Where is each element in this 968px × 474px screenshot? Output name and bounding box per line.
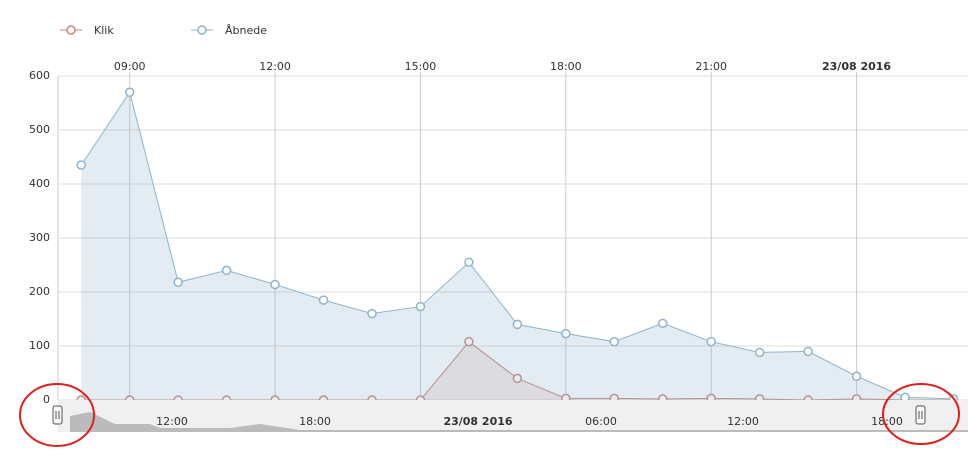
data-point bbox=[464, 336, 474, 347]
data-point bbox=[270, 279, 280, 290]
navigator-label: 06:00 bbox=[585, 415, 617, 428]
data-point bbox=[76, 160, 87, 170]
y-tick-label: 200 bbox=[29, 285, 50, 298]
navigator-handle[interactable] bbox=[915, 405, 926, 425]
x-tick-label: 15:00 bbox=[405, 60, 437, 73]
legend-marker bbox=[66, 25, 76, 35]
legend-label: Klik bbox=[94, 24, 114, 37]
data-point bbox=[754, 347, 765, 358]
data-point bbox=[803, 346, 813, 357]
navigator-label: 18:00 bbox=[871, 415, 903, 428]
x-tick-label: 18:00 bbox=[550, 60, 582, 73]
data-point bbox=[657, 318, 668, 329]
legend-label: Åbnede bbox=[225, 24, 267, 37]
data-point bbox=[512, 373, 523, 384]
series-area bbox=[81, 341, 954, 400]
data-point bbox=[609, 336, 620, 347]
legend-marker bbox=[197, 25, 207, 35]
x-tick-label: 09:00 bbox=[114, 60, 146, 73]
data-point bbox=[415, 301, 426, 312]
navigator-label: 12:00 bbox=[727, 415, 759, 428]
plot: 0 100 200 300 400 500 600 09:00 12:00 15:00 18:00 2… bbox=[29, 60, 968, 406]
legend: Klik Åbnede bbox=[60, 24, 267, 37]
data-point bbox=[561, 328, 571, 339]
data-point bbox=[706, 336, 716, 347]
data-point bbox=[367, 308, 377, 319]
data-point bbox=[221, 265, 232, 276]
y-tick-label: 100 bbox=[29, 339, 50, 352]
y-tick-label: 500 bbox=[29, 123, 50, 136]
annotation-circle bbox=[19, 383, 95, 447]
navigator-label: 23/08 2016 bbox=[443, 415, 512, 428]
data-point bbox=[512, 319, 523, 330]
data-point bbox=[851, 371, 862, 381]
annotation-circle bbox=[882, 383, 960, 445]
y-tick-label: 600 bbox=[29, 69, 50, 82]
series-area bbox=[81, 92, 954, 400]
data-point bbox=[464, 257, 474, 268]
data-point bbox=[318, 295, 329, 305]
navigator-handle[interactable] bbox=[52, 405, 63, 425]
navigator-background bbox=[58, 400, 968, 432]
navigator-label: 12:00 bbox=[156, 415, 188, 428]
y-tick-label: 0 bbox=[43, 393, 50, 406]
navigator-series bbox=[70, 412, 968, 432]
navigator: 12:00 18:00 23/08 2016 06:00 12:00 18:00 bbox=[19, 383, 968, 447]
data-point bbox=[173, 277, 183, 288]
x-tick-label: 12:00 bbox=[259, 60, 291, 73]
navigator-label: 18:00 bbox=[299, 415, 331, 428]
y-tick-label: 400 bbox=[29, 177, 50, 190]
x-tick-label: 21:00 bbox=[695, 60, 727, 73]
x-tick-label: 23/08 2016 bbox=[822, 60, 891, 73]
data-point bbox=[124, 87, 135, 97]
y-tick-label: 300 bbox=[29, 231, 50, 244]
